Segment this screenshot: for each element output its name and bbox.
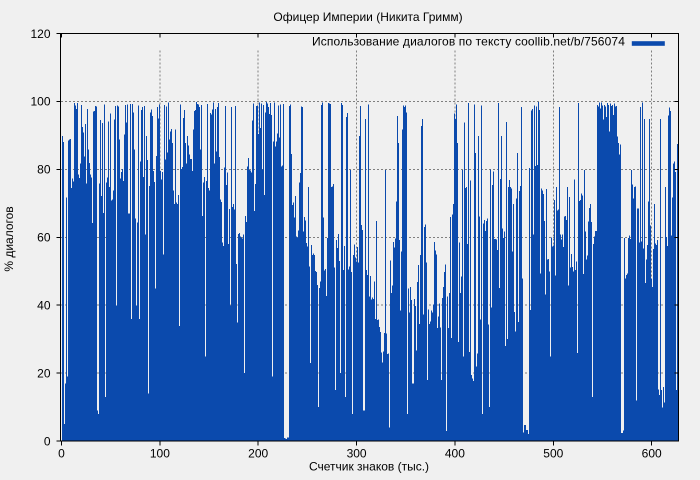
svg-text:100: 100 [150, 447, 170, 461]
svg-text:0: 0 [58, 447, 65, 461]
svg-text:40: 40 [37, 298, 51, 312]
svg-text:80: 80 [37, 163, 51, 177]
svg-text:500: 500 [543, 447, 563, 461]
svg-text:Офицер Империи (Никита Гримм): Офицер Империи (Никита Гримм) [273, 10, 462, 24]
svg-text:120: 120 [30, 27, 50, 41]
svg-text:Счетчик знаков (тыс.): Счетчик знаков (тыс.) [309, 460, 429, 474]
svg-text:Использование диалогов по текс: Использование диалогов по тексту coollib… [312, 35, 625, 49]
svg-text:300: 300 [347, 447, 367, 461]
svg-text:400: 400 [445, 447, 465, 461]
svg-text:0: 0 [44, 434, 51, 448]
svg-text:100: 100 [30, 95, 50, 109]
svg-text:600: 600 [642, 447, 662, 461]
svg-text:20: 20 [37, 366, 51, 380]
svg-text:200: 200 [248, 447, 268, 461]
svg-text:% диалогов: % диалогов [2, 206, 16, 271]
svg-text:60: 60 [37, 231, 51, 245]
